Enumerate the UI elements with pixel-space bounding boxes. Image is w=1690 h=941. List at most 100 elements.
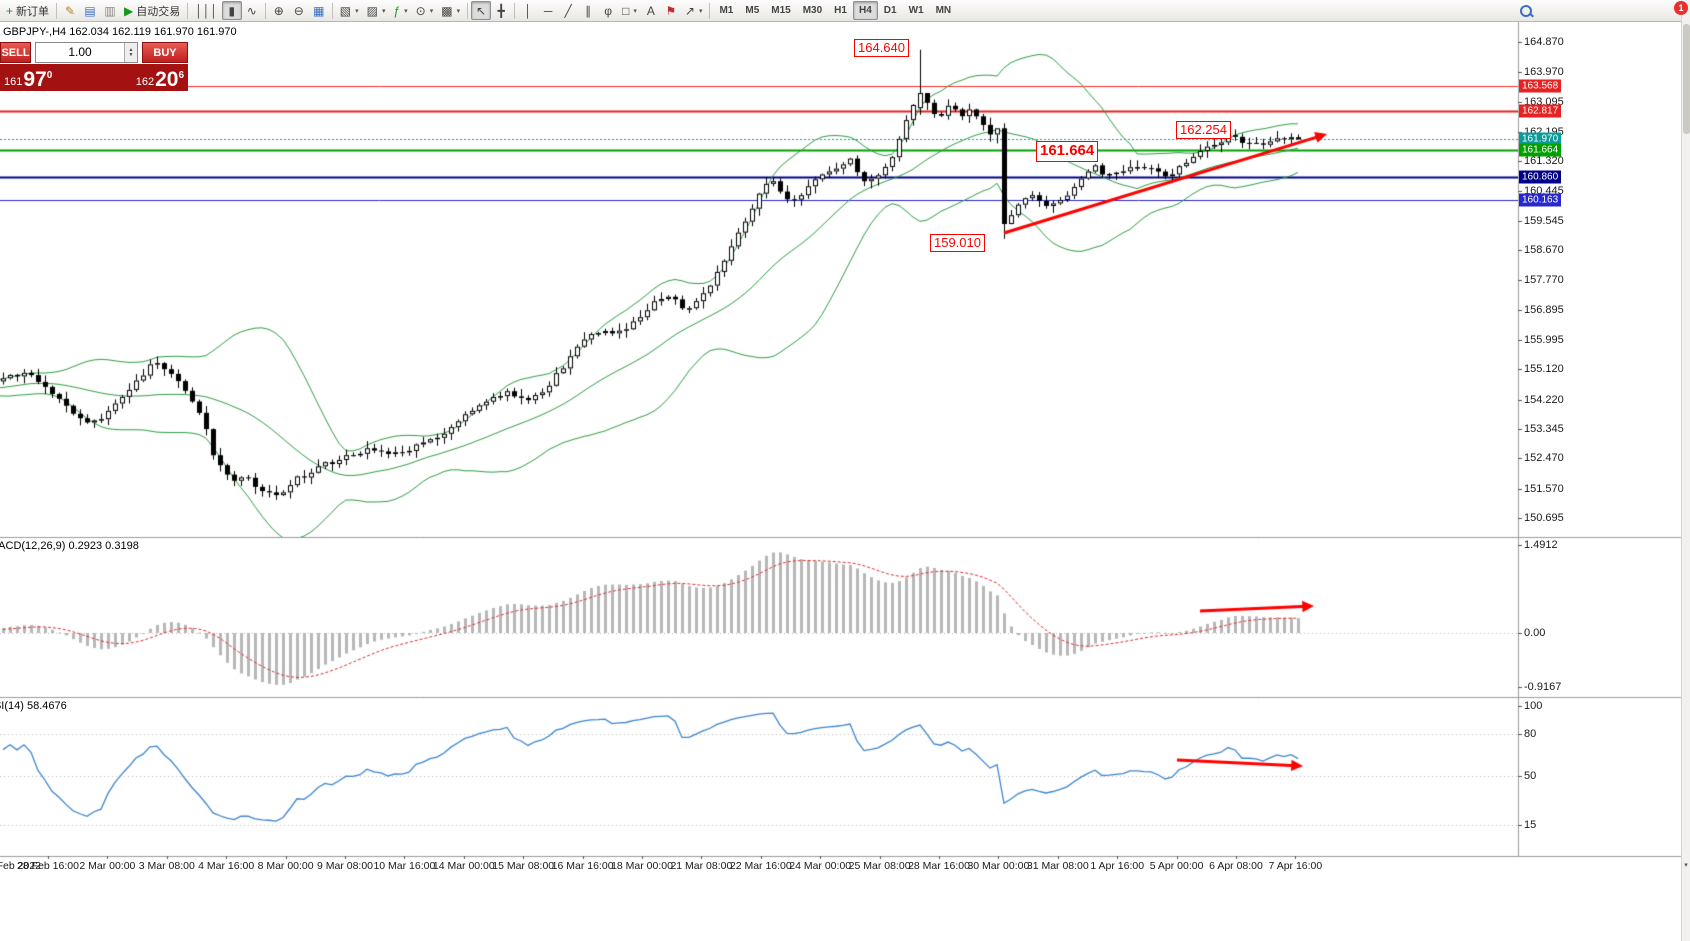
notification-badge[interactable]: 1 — [1674, 1, 1688, 15]
timeframe-button-m1[interactable]: M1 — [719, 5, 734, 16]
scrollbar-down-arrow-icon[interactable]: ▾ — [1684, 862, 1688, 869]
price-badge-162.817: 162.817 — [1519, 104, 1562, 118]
buy-button[interactable]: BUY — [142, 42, 188, 63]
toolbar-button-horizontal-line[interactable]: ─ — [538, 1, 558, 20]
toolbar-button-metaeditor[interactable]: ✎ — [60, 1, 80, 20]
toolbar-button-text-label[interactable]: ⚑ — [661, 1, 681, 20]
timeframe-button-w1[interactable]: W1 — [908, 5, 924, 16]
timeframe-button-h4[interactable]: H4 — [852, 1, 878, 20]
buy-price[interactable]: 162 20 6 — [136, 69, 184, 90]
time-axis-label[interactable]: 28 Feb 16:00 — [17, 860, 79, 872]
toolbar-button-periods[interactable]: ⊙ ▾ — [412, 1, 438, 20]
toolbar-button-zoom-out[interactable]: ⊖ — [289, 1, 309, 20]
price-axis-tick[interactable]: 157.770 — [1524, 274, 1564, 287]
time-axis-label[interactable]: 31 Mar 08:00 — [1026, 860, 1089, 872]
time-axis-label[interactable]: 24 Feb 2022 — [0, 860, 41, 872]
time-axis-label[interactable]: 6 Apr 08:00 — [1209, 860, 1263, 872]
timeframe-button-h1[interactable]: H1 — [834, 5, 847, 16]
toolbar-button-candlestick-chart[interactable]: ▮ — [221, 1, 242, 20]
toolbar-button-arrows[interactable]: ↗ ▾ — [681, 1, 707, 20]
time-axis-label[interactable]: 30 Mar 00:00 — [967, 860, 1030, 872]
rsi-scale-label: 15 — [1524, 819, 1537, 831]
chart-annotation-161.664[interactable]: 161.664 — [1036, 141, 1099, 162]
chart-annotation-162.254[interactable]: 162.254 — [1176, 121, 1231, 140]
scrollbar-thumb[interactable] — [1683, 24, 1690, 134]
toolbar-button-tile-windows[interactable]: ▦ — [309, 1, 329, 20]
toolbar-button-shapes[interactable]: □ ▾ — [618, 1, 641, 20]
price-axis-tick[interactable]: 159.545 — [1524, 214, 1564, 227]
toolbar-button-crosshair[interactable]: ╋ — [491, 1, 511, 20]
one-click-trading-panel: SELL 1.00 ▲ ▼ BUY 161 97 0 162 20 6 — [0, 42, 188, 91]
templates-caret-icon: ▾ — [456, 7, 461, 15]
price-axis-tick[interactable]: 151.570 — [1524, 482, 1564, 495]
sell-price[interactable]: 161 97 0 — [4, 69, 52, 90]
timeframe-button-d1[interactable]: D1 — [883, 5, 897, 16]
time-axis-label[interactable]: 22 Mar 16:00 — [729, 860, 792, 872]
timeframe-button-mn[interactable]: MN — [935, 5, 952, 16]
time-axis-label[interactable]: 2 Mar 00:00 — [79, 860, 136, 872]
price-axis-tick[interactable]: 155.995 — [1524, 334, 1564, 347]
price-axis-tick[interactable]: 152.470 — [1524, 452, 1564, 465]
toolbar-button-text[interactable]: A — [641, 1, 661, 20]
timeframe-button-m15[interactable]: M15 — [771, 5, 791, 16]
time-axis-label[interactable]: 14 Mar 00:00 — [432, 860, 495, 872]
toolbar-button-trendline[interactable]: ╱ — [558, 1, 578, 20]
chart-annotation-164.640[interactable]: 164.640 — [854, 39, 909, 58]
time-axis-label[interactable]: 15 Mar 08:00 — [492, 860, 555, 872]
price-axis-tick[interactable]: 156.895 — [1524, 303, 1564, 316]
time-axis-label[interactable]: 21 Mar 08:00 — [670, 860, 733, 872]
toolbar-button-bar-chart[interactable]: │││ — [191, 1, 222, 20]
toolbar-button-profiles[interactable]: ▨ ▾ — [363, 1, 390, 20]
toolbar-button-market-watch[interactable]: ▤ — [80, 1, 100, 20]
toolbar-button-templates[interactable]: ▩ ▾ — [437, 1, 464, 20]
timeframe-button-m5[interactable]: M5 — [745, 5, 760, 16]
time-axis-label[interactable]: 3 Mar 08:00 — [138, 860, 195, 872]
volume-input[interactable]: 1.00 ▲ ▼ — [35, 42, 138, 63]
sell-button[interactable]: SELL — [0, 42, 31, 63]
time-axis-label[interactable]: 1 Apr 16:00 — [1090, 860, 1145, 872]
time-axis-label[interactable]: 18 Mar 00:00 — [611, 860, 673, 872]
toolbar-separator — [56, 2, 58, 19]
time-axis-label[interactable]: 5 Apr 00:00 — [1149, 860, 1204, 872]
time-axis-label[interactable]: 4 Mar 16:00 — [198, 860, 255, 872]
time-axis-label[interactable]: 25 Mar 08:00 — [848, 860, 911, 872]
timeframe-button-m30[interactable]: M30 — [802, 5, 823, 16]
time-axis-label[interactable]: 8 Mar 00:00 — [257, 860, 314, 872]
toolbar-button-new-chart[interactable]: ▧ ▾ — [336, 1, 363, 20]
toolbar-button-fibonacci[interactable]: φ — [598, 1, 618, 20]
toolbar-button-indicators[interactable]: ƒ ▾ — [389, 1, 411, 20]
time-axis-label[interactable]: 16 Mar 16:00 — [551, 860, 614, 872]
toolbar-button-cursor[interactable]: ↖ — [471, 1, 492, 20]
vertical-scrollbar[interactable]: ▾ — [1681, 0, 1690, 941]
volume-spinner[interactable]: ▲ ▼ — [124, 43, 137, 62]
market-watch-icon: ▤ — [84, 3, 96, 18]
price-axis-tick[interactable]: 153.345 — [1524, 423, 1564, 435]
profiles-icon: ▨ — [366, 3, 378, 18]
time-axis-label[interactable]: 9 Mar 08:00 — [316, 860, 374, 872]
price-axis-tick[interactable]: 154.220 — [1524, 393, 1564, 406]
toolbar-button-autotrading[interactable]: ▶ 自动交易 — [120, 1, 184, 20]
price-axis-tick[interactable]: 161.320 — [1524, 155, 1564, 168]
search-icon[interactable] — [1518, 3, 1534, 19]
toolbar-button-zoom-in[interactable]: ⊕ — [269, 1, 289, 20]
toolbar-button-line-chart[interactable]: ∿ — [242, 1, 262, 20]
toolbar-button-vertical-line[interactable]: │ — [518, 1, 538, 20]
price-axis-tick[interactable]: 164.870 — [1524, 36, 1564, 48]
time-axis-label[interactable]: 24 Mar 00:00 — [789, 860, 852, 872]
price-axis-tick[interactable]: 150.695 — [1524, 511, 1564, 524]
toolbar-button-equidistant-channel[interactable]: ∥ — [578, 1, 598, 20]
toolbar-button-new-order[interactable]: + 新订单 — [2, 1, 53, 20]
time-axis-label[interactable]: 10 Mar 16:00 — [373, 860, 436, 872]
trendline-icon: ╱ — [564, 3, 572, 18]
toolbar-button-data-window[interactable]: ▥ — [100, 1, 120, 20]
price-axis-tick[interactable]: 155.120 — [1524, 363, 1564, 376]
volume-down-icon[interactable]: ▼ — [128, 51, 134, 58]
price-axis-tick[interactable]: 163.970 — [1524, 66, 1564, 79]
time-axis-label[interactable]: 28 Mar 16:00 — [908, 860, 970, 872]
chart-annotation-159.010[interactable]: 159.010 — [930, 234, 985, 253]
time-axis-label[interactable]: 7 Apr 16:00 — [1268, 860, 1323, 872]
volume-up-icon[interactable]: ▲ — [128, 46, 134, 53]
price-axis-tick[interactable]: 158.670 — [1524, 244, 1564, 257]
